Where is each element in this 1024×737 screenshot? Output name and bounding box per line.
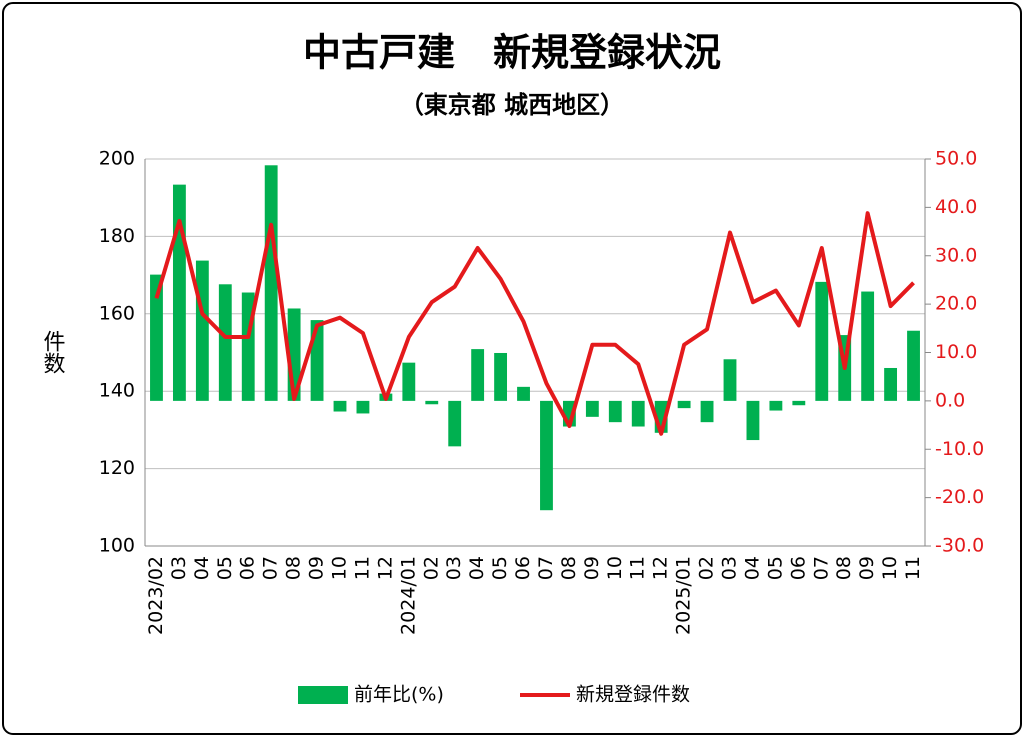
bar <box>402 362 416 401</box>
x-tick-label: 10 <box>879 556 901 580</box>
bar <box>907 330 920 401</box>
y-tick-label: 200 <box>99 148 135 170</box>
x-tick-label: 05 <box>764 556 786 580</box>
bar <box>264 165 278 401</box>
y2-tick-label: -20.0 <box>935 486 984 508</box>
x-tick-label: 12 <box>650 556 672 580</box>
x-tick-label: 10 <box>604 556 626 580</box>
y-tick-label: 120 <box>99 457 135 479</box>
bar <box>769 400 783 411</box>
x-tick-label: 05 <box>489 556 511 580</box>
y-tick-label: 160 <box>99 302 135 324</box>
y2-tick-label: 50.0 <box>935 148 977 170</box>
bar <box>815 281 829 401</box>
x-tick-label: 09 <box>306 556 328 580</box>
bar <box>471 349 485 401</box>
bar <box>608 400 622 423</box>
legend-swatch <box>298 686 348 704</box>
x-tick-label: 09 <box>856 556 878 580</box>
x-tick-label: 06 <box>237 556 259 580</box>
y2-tick-label: 20.0 <box>935 293 977 315</box>
bar <box>861 291 875 401</box>
x-tick-label: 04 <box>466 556 488 580</box>
bar <box>884 367 898 401</box>
bar <box>356 400 370 414</box>
bar <box>700 400 714 423</box>
x-tick-label: 2025/01 <box>673 556 695 635</box>
x-tick-label: 12 <box>374 556 396 580</box>
legend-label: 前年比(%) <box>354 684 444 706</box>
y-axis-label: 件数 <box>40 330 66 374</box>
bar <box>677 400 691 409</box>
x-tick-label: 08 <box>283 556 305 580</box>
x-tick-label: 03 <box>443 556 465 580</box>
y2-tick-label: -10.0 <box>935 438 984 460</box>
bar <box>746 400 760 441</box>
bar <box>792 400 806 406</box>
chart-title: 中古戸建 新規登録状況 <box>303 31 721 75</box>
bar <box>448 400 462 447</box>
y-tick-label: 140 <box>99 380 135 402</box>
x-tick-label: 11 <box>351 556 373 580</box>
line <box>154 211 915 436</box>
legend-label: 新規登録件数 <box>576 684 690 706</box>
x-tick-label: 08 <box>558 556 580 580</box>
bar <box>310 320 324 401</box>
x-tick-label: 02 <box>696 556 718 580</box>
x-tick-label: 11 <box>627 556 649 580</box>
x-tick-label: 07 <box>810 556 832 580</box>
y-tick-label: 180 <box>99 225 135 247</box>
x-tick-label: 07 <box>535 556 557 580</box>
x-tick-label: 2023/02 <box>145 556 167 635</box>
bar <box>195 260 209 401</box>
y2-tick-label: 40.0 <box>935 196 977 218</box>
bar <box>218 284 232 401</box>
x-tick-label: 02 <box>420 556 442 580</box>
bar <box>585 400 599 417</box>
chart-subtitle: （東京都 城西地区） <box>400 91 624 119</box>
bar <box>333 400 347 412</box>
y2-tick-label: 0.0 <box>935 389 965 411</box>
x-tick-label: 04 <box>191 556 213 580</box>
bar <box>494 352 508 401</box>
y-tick-label: 100 <box>99 535 135 557</box>
y2-tick-label: -30.0 <box>935 535 984 557</box>
x-tick-label: 03 <box>719 556 741 580</box>
x-tick-label: 03 <box>168 556 190 580</box>
bar <box>150 274 163 401</box>
x-tick-label: 06 <box>787 556 809 580</box>
y2-tick-label: 10.0 <box>935 341 977 363</box>
x-tick-label: 10 <box>329 556 351 580</box>
x-tick-label: 2024/01 <box>397 556 419 635</box>
y2-tick-label: 30.0 <box>935 244 977 266</box>
bar <box>631 400 645 427</box>
x-tick-label: 06 <box>512 556 534 580</box>
x-tick-label: 04 <box>741 556 763 580</box>
bar <box>723 359 737 401</box>
x-tick-label: 11 <box>902 556 924 580</box>
x-tick-label: 07 <box>260 556 282 580</box>
bar <box>517 386 530 401</box>
x-tick-label: 09 <box>581 556 603 580</box>
bar <box>540 400 553 511</box>
bar <box>425 400 439 405</box>
x-tick-label: 05 <box>214 556 236 580</box>
x-tick-label: 08 <box>833 556 855 580</box>
bar <box>172 184 186 401</box>
